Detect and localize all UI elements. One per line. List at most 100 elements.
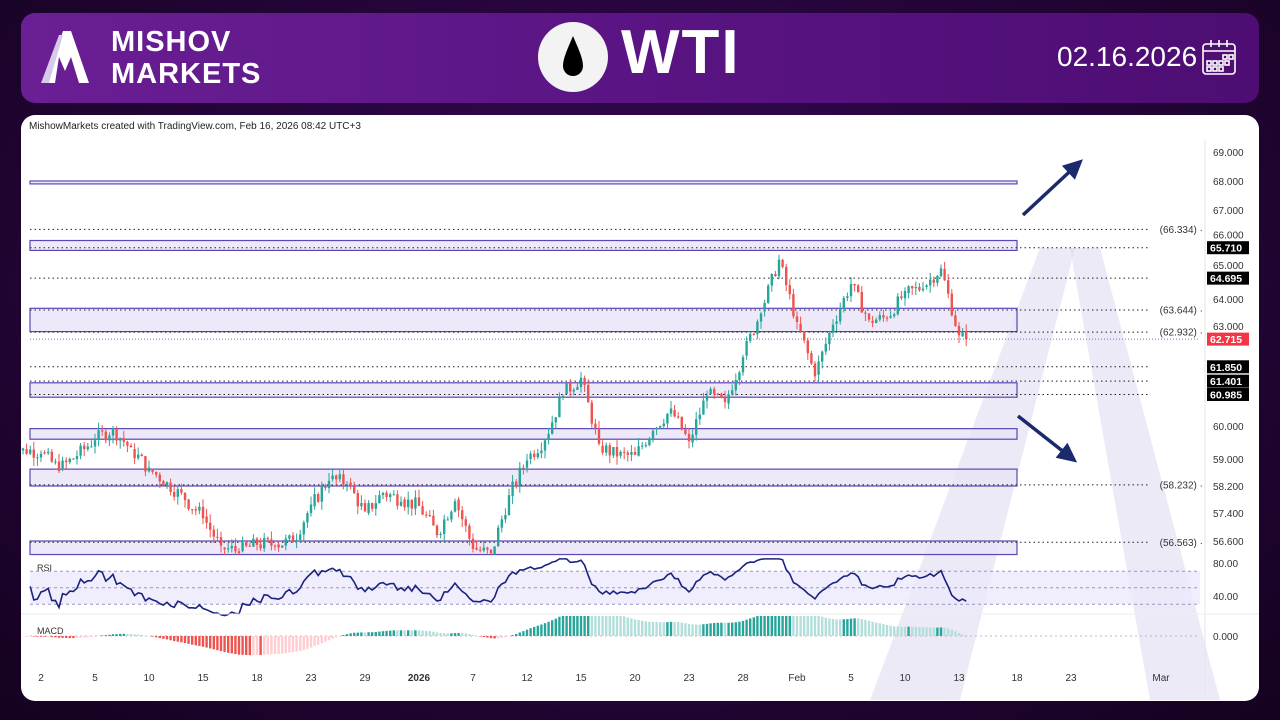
macd-bar: [551, 620, 554, 636]
candle-body: [468, 525, 471, 539]
level-label: (58.232) ·: [1160, 480, 1203, 491]
candle-body: [72, 458, 75, 460]
macd-bar: [396, 630, 399, 636]
macd-bar: [360, 632, 363, 636]
candle-body: [878, 315, 881, 320]
candle-body: [594, 423, 597, 429]
macd-bar: [824, 617, 827, 636]
x-tick-label: 23: [305, 673, 317, 684]
macd-bar: [32, 636, 35, 637]
x-tick-label: 20: [629, 673, 641, 684]
macd-bar: [788, 616, 791, 636]
candle-body: [57, 461, 61, 472]
candle-body: [270, 539, 273, 546]
candle-body: [453, 501, 457, 512]
macd-bar: [389, 630, 392, 636]
candle-body: [475, 547, 478, 550]
macd-bar: [205, 636, 208, 648]
macd-bar: [536, 625, 539, 636]
candle-body: [50, 451, 53, 462]
candle-body: [583, 378, 586, 385]
candle-body: [691, 434, 694, 443]
candle-body: [32, 449, 35, 458]
price-chart[interactable]: 69.000 68.000 67.000 66.000 65.000 64.000 63.0…: [21, 115, 1259, 701]
macd-bar: [734, 622, 737, 636]
level-label: (66.334) ·: [1160, 225, 1203, 236]
chart-panel[interactable]: MishowMarkets created with TradingView.c…: [21, 115, 1259, 701]
macd-bar: [180, 636, 183, 643]
candle-body: [227, 548, 230, 550]
candle-body: [79, 445, 82, 456]
candle-body: [432, 515, 435, 526]
price-tag: [1207, 241, 1249, 255]
price-tag: [1207, 271, 1249, 285]
macd-bar: [79, 636, 82, 638]
macd-bar: [741, 620, 745, 636]
candle-body: [439, 533, 442, 535]
candle-body: [738, 372, 741, 381]
macd-bar: [749, 618, 752, 636]
macd-bar: [572, 616, 575, 636]
macd-bar: [378, 631, 381, 636]
macd-bar: [230, 636, 233, 654]
candle-body: [421, 506, 424, 515]
macd-bar: [50, 636, 53, 638]
macd-bar: [781, 616, 784, 636]
x-tick-label: 12: [521, 673, 533, 684]
macd-bar: [482, 636, 485, 638]
level-label: (63.644) ·: [1160, 306, 1203, 317]
macd-bar: [284, 636, 287, 654]
candle-body: [579, 377, 583, 388]
rsi-line: [29, 558, 967, 617]
macd-bar: [108, 634, 111, 636]
candle-body: [547, 433, 550, 440]
candle-body: [133, 449, 136, 459]
candle-body: [799, 323, 802, 332]
candle-body: [954, 315, 957, 326]
macd-bar: [594, 616, 597, 636]
candle-body: [554, 417, 557, 423]
macd-bar: [198, 636, 201, 646]
candle-body: [299, 534, 302, 540]
candle-body: [565, 383, 568, 394]
y-tick-label: 58.200: [1213, 482, 1244, 493]
candle-body: [828, 332, 831, 345]
x-tick-label: Mar: [1152, 673, 1170, 684]
macd-bar: [907, 626, 910, 636]
macd-bar: [518, 632, 521, 636]
candle-body: [446, 519, 449, 521]
candle-body: [907, 286, 910, 293]
x-tick-label: 28: [737, 673, 749, 684]
macd-bar: [615, 616, 619, 636]
macd-bar: [320, 636, 323, 644]
x-tick-label: 13: [953, 673, 965, 684]
macd-bar: [209, 636, 212, 649]
candle-body: [414, 497, 417, 509]
macd-bar: [561, 616, 565, 636]
candle-body: [731, 390, 734, 395]
macd-bar: [464, 633, 467, 636]
candle-body: [461, 510, 464, 520]
macd-bar: [428, 631, 431, 636]
candle-body: [126, 441, 129, 446]
macd-bar: [583, 616, 586, 636]
macd-bar: [75, 636, 79, 639]
candle-body: [209, 522, 212, 530]
candle-body: [763, 302, 766, 312]
macd-bar: [43, 636, 46, 637]
candle-body: [245, 542, 248, 546]
candle-body: [853, 284, 856, 286]
candle-body: [810, 353, 813, 364]
candle-body: [590, 402, 593, 424]
candle-body: [115, 429, 118, 441]
macd-bar: [932, 627, 935, 636]
macd-bar: [115, 634, 118, 636]
macd-bar: [763, 616, 766, 636]
candle-body: [918, 286, 921, 291]
macd-bar: [889, 625, 892, 636]
candle-body: [335, 475, 338, 480]
macd-bar: [313, 636, 316, 647]
price-tag-label: 61.850: [1210, 362, 1242, 374]
price-tag-label: 64.695: [1210, 273, 1242, 285]
macd-bar: [662, 622, 665, 636]
